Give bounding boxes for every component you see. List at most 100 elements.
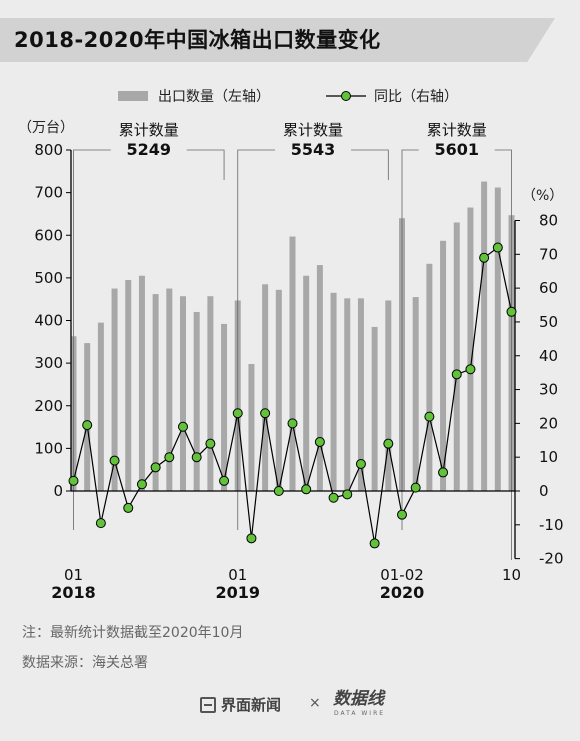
yoy-point [191,452,202,463]
bracket-left [237,149,276,530]
left-tick-label: 800 [34,141,63,159]
yoy-point [219,475,230,486]
jiemian-logo: 界面新闻 [200,694,281,715]
yoy-point [164,452,175,463]
yoy-point [273,486,284,496]
x-month-label: 01 [228,566,247,584]
yoy-point [410,482,421,493]
yoy-point [95,518,106,529]
right-tick-label: 70 [539,245,558,263]
datawire-logo: 数据线 [333,689,384,709]
bar [207,296,214,491]
x-month-label: 10 [502,566,521,584]
bar [180,296,186,491]
yoy-point [492,242,503,253]
bar [221,323,228,491]
yoy-point [178,421,188,432]
yoy-point [424,411,435,422]
yoy-point [136,479,147,490]
cumulative-label: 累计数量 [119,121,179,139]
right-tick-label: 10 [539,448,558,466]
bracket-left [73,149,111,530]
bar [289,236,296,491]
left-tick-label: 300 [34,354,63,372]
bar-series [70,181,515,492]
left-axis-unit: （万台） [18,120,74,136]
bar [111,288,118,491]
yoy-point [465,364,476,375]
bar [330,292,337,491]
right-tick-label: 20 [539,414,558,432]
title-bar: 2018-2020年中国冰箱出口数量变化 [0,18,555,62]
legend-bar-swatch [118,91,148,101]
yoy-point [438,467,449,478]
bar [97,322,104,491]
yoy-point [287,418,298,429]
note-text: 注：最新统计数据截至2020年10月 [22,625,244,641]
bar [467,207,474,491]
yoy-point [451,369,462,380]
yoy-point [150,462,161,473]
yoy-point [68,475,79,486]
yoy-point [328,492,339,503]
chart-title: 2018-2020年中国冰箱出口数量变化 [14,28,381,52]
cumulative-value: 5601 [434,140,479,159]
bar [426,263,433,491]
cumulative-value: 5249 [127,140,172,159]
x-year-label: 2018 [51,583,96,602]
yoy-point [123,502,134,513]
left-tick-label: 600 [34,226,63,244]
yoy-point [479,252,490,263]
cumulative-label: 累计数量 [427,121,487,139]
bar [494,187,501,491]
right-tick-label: -20 [539,550,564,568]
left-tick-label: 200 [34,397,63,415]
right-axis-unit: （%） [522,188,563,204]
yoy-point [246,533,257,544]
right-tick-label: 0 [539,482,549,500]
cumulative-value: 5543 [291,140,336,159]
chart-canvas: 出口数量（左轴） 同比（右轴） （万台） （%） 累计数量5249累计数量554… [18,89,564,602]
x-month-label: 01 [64,566,83,584]
bar [138,275,145,491]
bar [481,181,488,492]
right-tick-label: 40 [539,347,558,365]
right-tick-label: 60 [539,279,558,297]
yoy-point [355,458,366,469]
bracket-right [186,149,225,180]
yoy-point [301,484,312,495]
left-tick-label: 700 [34,184,63,202]
bar [453,222,460,491]
right-tick-label: 80 [539,212,558,230]
x-month-label: 01-02 [380,566,424,584]
legend-bar-label: 出口数量（左轴） [158,89,270,105]
bar [84,343,91,491]
bar [275,289,282,491]
axes: 0 100 200 300 400 500 600 700 800 -20 -10 0 10 20 30 40… [34,141,563,568]
bar [193,311,200,491]
yoy-point [260,408,271,419]
yoy-point [506,306,517,317]
footer: 界面新闻 × 数据线 DATA WIRE [0,690,580,720]
bar [125,280,132,491]
bar [371,326,378,491]
bar [166,288,173,491]
yoy-point [369,538,380,549]
yoy-point [82,420,93,431]
bar [262,284,269,491]
bar [316,265,323,491]
yoy-point [397,509,407,520]
yoy-point [232,408,243,419]
right-tick-label: 30 [539,381,558,399]
times-sign: × [309,695,321,711]
right-tick-label: -10 [539,516,564,534]
left-tick-label: 400 [34,312,63,330]
bar [357,298,364,491]
legend-line-marker [341,91,351,101]
left-tick-label: 500 [34,269,63,287]
bar [412,297,419,491]
yoy-point [314,436,325,447]
bar [152,294,159,491]
